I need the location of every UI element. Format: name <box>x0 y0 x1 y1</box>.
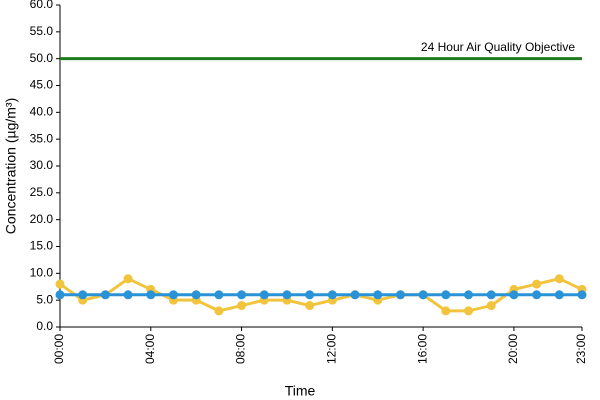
series-marker <box>259 290 269 300</box>
series-marker <box>577 290 587 300</box>
series-marker <box>486 290 496 300</box>
x-axis-label: Time <box>285 383 316 399</box>
series-marker <box>191 290 201 300</box>
series-marker <box>78 290 88 300</box>
series-marker <box>282 290 292 300</box>
y-tick-label: 20.0 <box>30 212 54 226</box>
series-marker <box>486 301 496 311</box>
series-marker <box>395 290 405 300</box>
series-marker <box>554 290 564 300</box>
series-marker <box>441 290 451 300</box>
x-tick-label: 23:00 <box>574 334 588 364</box>
x-tick-label: 16:00 <box>415 334 429 364</box>
x-tick-label: 00:00 <box>52 334 66 364</box>
series-marker <box>100 290 110 300</box>
series-marker <box>305 301 315 311</box>
y-tick-label: 0.0 <box>36 319 53 333</box>
x-tick-label: 08:00 <box>234 334 248 364</box>
series-marker <box>214 306 224 316</box>
series-marker <box>237 290 247 300</box>
series-marker <box>305 290 315 300</box>
x-tick-label: 12:00 <box>325 334 339 364</box>
series-marker <box>418 290 428 300</box>
reference-label: 24 Hour Air Quality Objective <box>421 40 575 54</box>
series-marker <box>123 290 133 300</box>
series-marker <box>146 290 156 300</box>
series-marker <box>464 306 474 316</box>
series-marker <box>168 290 178 300</box>
y-tick-label: 50.0 <box>30 51 54 65</box>
series-marker <box>214 290 224 300</box>
series-marker <box>55 290 65 300</box>
y-tick-label: 40.0 <box>30 105 54 119</box>
y-axis-label: Concentration (µg/m³) <box>3 98 19 234</box>
y-tick-label: 5.0 <box>36 292 53 306</box>
series-marker <box>237 301 247 311</box>
y-tick-label: 15.0 <box>30 239 54 253</box>
series-marker <box>532 290 542 300</box>
series-marker <box>327 290 337 300</box>
series-marker <box>509 290 519 300</box>
series-marker <box>441 306 451 316</box>
series-marker <box>350 290 360 300</box>
series-marker <box>55 279 65 289</box>
x-tick-label: 20:00 <box>506 334 520 364</box>
y-tick-label: 45.0 <box>30 78 54 92</box>
y-tick-label: 35.0 <box>30 131 54 145</box>
series-marker <box>464 290 474 300</box>
y-tick-label: 30.0 <box>30 158 54 172</box>
y-tick-label: 10.0 <box>30 266 54 280</box>
series-marker <box>123 274 133 284</box>
series-marker <box>532 279 542 289</box>
y-tick-label: 55.0 <box>30 24 54 38</box>
series-marker <box>373 290 383 300</box>
y-tick-label: 60.0 <box>30 0 54 11</box>
series-marker <box>554 274 564 284</box>
y-tick-label: 25.0 <box>30 185 54 199</box>
x-tick-label: 04:00 <box>143 334 157 364</box>
